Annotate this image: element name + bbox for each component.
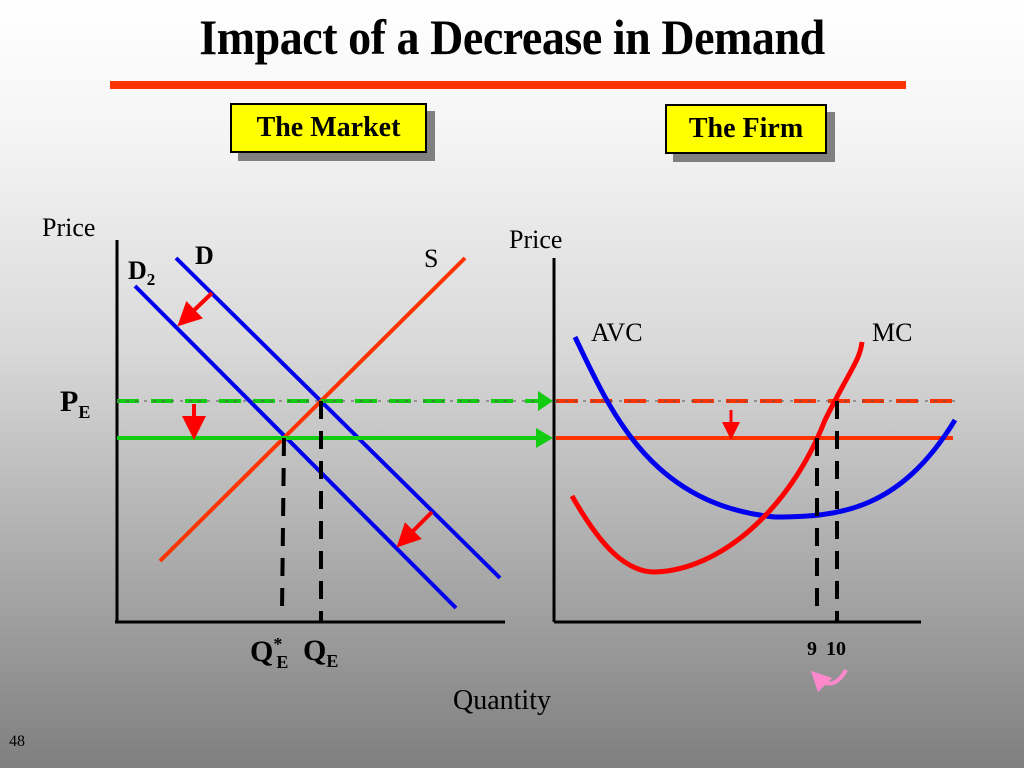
pe-sub: E <box>78 402 91 422</box>
demand-curve-d2 <box>133 284 458 610</box>
qe-main: Q <box>303 634 327 667</box>
supply-label: S <box>424 244 439 273</box>
demand-shift-arrow-bottom <box>396 510 434 548</box>
firm-panel-label: The Firm <box>665 104 827 154</box>
pe-label: PE <box>60 385 90 423</box>
avc-curve <box>572 335 958 520</box>
slide-title: Impact of a Decrease in Demand <box>199 9 825 65</box>
qse-sup: * <box>273 634 283 654</box>
pe-main: P <box>60 385 79 418</box>
price-transfer-arrow-new <box>536 428 553 448</box>
qe-sub: E <box>326 651 339 671</box>
supply-curve <box>158 256 467 563</box>
demand-shift-arrow-top <box>177 291 214 327</box>
firm-panel-label-text: The Firm <box>688 113 804 144</box>
q9-tick-label: 9 <box>807 638 817 660</box>
market-panel-label-text: The Market <box>256 112 401 143</box>
output-decrease-arrow-icon <box>810 668 848 693</box>
q-star-e-dropline <box>280 437 286 613</box>
qse-main: Q <box>250 635 274 668</box>
firm-chart <box>552 258 958 693</box>
avc-label: AVC <box>591 318 643 347</box>
d2-sub: 2 <box>146 270 156 290</box>
mc-label: MC <box>872 318 913 347</box>
market-chart <box>115 240 553 624</box>
d2-main: D <box>128 256 147 285</box>
market-y-axis-label: Price <box>42 213 96 242</box>
slide-number: 48 <box>9 733 25 750</box>
title-underline <box>110 81 906 89</box>
q10-tick-label: 10 <box>826 638 846 660</box>
mc-curve <box>569 341 865 575</box>
q-star-e-label: Q*E <box>250 634 288 673</box>
demand-label-d2: D2 <box>128 256 155 290</box>
demand-label-d: D <box>195 241 214 270</box>
qse-sub: E <box>276 652 289 672</box>
x-axis-label: Quantity <box>453 685 551 716</box>
demand-curve-d <box>174 256 502 580</box>
qe-label: QE <box>303 634 338 672</box>
firm-y-axis-label: Price <box>509 225 563 254</box>
price-transfer-arrow-old <box>538 391 553 411</box>
market-panel-label: The Market <box>230 103 427 153</box>
